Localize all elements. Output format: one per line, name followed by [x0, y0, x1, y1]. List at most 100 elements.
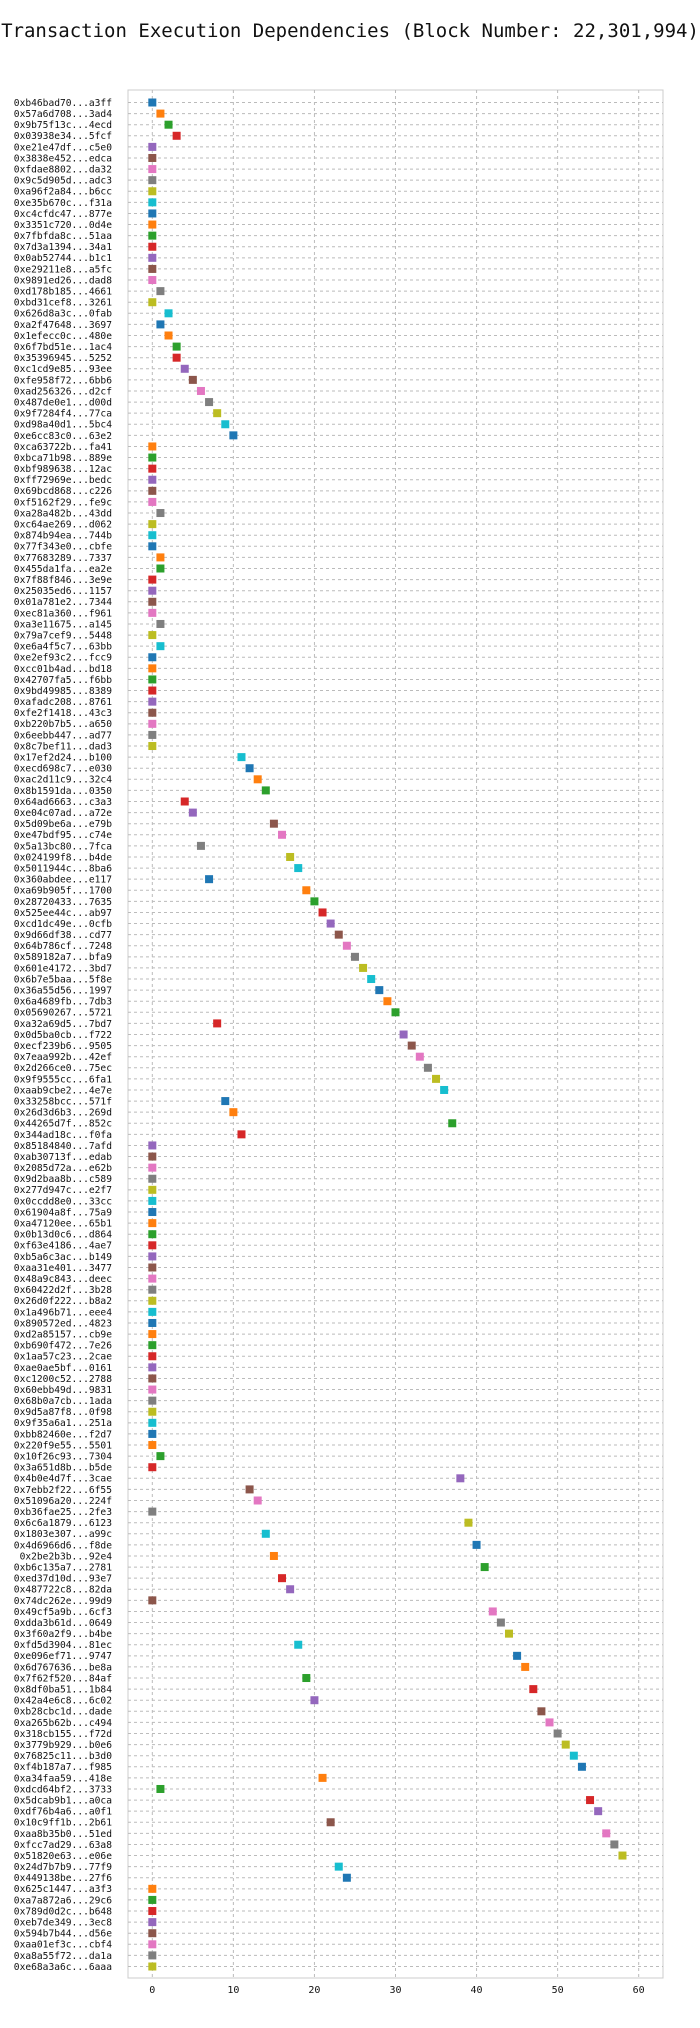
y-tick-label: 0xdda3b61d...0649: [14, 1618, 112, 1629]
y-tick-label: 0xe35b670c...f31a: [14, 198, 112, 209]
tx-marker: [148, 1263, 157, 1272]
y-tick-label: 0xfe2f1418...43c3: [14, 708, 112, 719]
y-tick-label: 0xae0ae5bf...0161: [14, 1363, 112, 1374]
tx-marker: [164, 309, 173, 318]
tx-marker: [148, 1296, 157, 1305]
tx-marker: [205, 398, 214, 407]
tx-marker: [148, 1884, 157, 1893]
y-tick-label: 0xa28a482b...43dd: [14, 508, 112, 519]
y-tick-label: 0xd2a85157...cb9e: [14, 1329, 112, 1340]
tx-marker: [261, 786, 270, 795]
y-tick-label: 0x57a6d708...3ad4: [14, 109, 112, 120]
y-tick-label: 0x7fbfda8c...51aa: [14, 231, 112, 242]
tx-marker: [488, 1607, 497, 1616]
tx-marker: [172, 342, 181, 351]
y-tick-label: 0xb690f472...7e26: [14, 1341, 112, 1352]
y-tick-label: 0x3779b929...b0e6: [14, 1740, 112, 1751]
y-tick-label: 0x25035ed6...1157: [14, 586, 112, 597]
tx-marker: [148, 1429, 157, 1438]
x-tick-label: 30: [389, 1985, 401, 1996]
tx-marker: [407, 1041, 416, 1050]
tx-marker: [148, 719, 157, 728]
tx-marker: [148, 1596, 157, 1605]
tx-marker: [156, 619, 165, 628]
y-tick-label: 0x5d09be6a...e79b: [14, 819, 112, 830]
y-tick-label: 0x9d5a87f8...0f98: [14, 1407, 112, 1418]
y-tick-label: 0x2be2b3b...92e4: [20, 1551, 113, 1562]
y-tick-label: 0xbca71b98...889e: [14, 453, 112, 464]
y-tick-label: 0xa47120ee...65b1: [14, 1219, 112, 1230]
y-tick-label: 0x594b7b44...d56e: [14, 1929, 112, 1940]
tx-marker: [423, 1063, 432, 1072]
y-tick-label: 0x26d3d6b3...269d: [14, 1108, 112, 1119]
tx-marker: [148, 1141, 157, 1150]
y-tick-label: 0x3a651d8b...b5de: [14, 1463, 112, 1474]
y-tick-label: 0x8c7bef11...dad3: [14, 741, 112, 752]
tx-marker: [156, 642, 165, 651]
tx-marker: [148, 153, 157, 162]
tx-marker: [148, 497, 157, 506]
y-tick-label: 0x7f88f846...3e9e: [14, 575, 112, 586]
tx-marker: [367, 975, 376, 984]
tx-marker: [172, 353, 181, 362]
tx-marker: [148, 653, 157, 662]
y-tick-label: 0x42a4e6c8...6c02: [14, 1696, 112, 1707]
y-tick-label: 0xecf239b6...9505: [14, 1041, 112, 1052]
y-tick-label: 0x874b94ea...744b: [14, 531, 112, 542]
tx-marker: [148, 520, 157, 529]
tx-marker: [237, 753, 246, 762]
y-tick-label: 0x68b0a7cb...1ada: [14, 1396, 112, 1407]
y-tick-label: 0xd178b185...4661: [14, 287, 112, 298]
tx-marker: [172, 131, 181, 140]
x-tick-label: 0: [149, 1985, 155, 1996]
y-tick-label: 0x9b75f13c...4ecd: [14, 120, 112, 131]
y-tick-label: 0x2d266ce0...75ec: [14, 1063, 112, 1074]
y-tick-label: 0xaa8b35b0...51ed: [14, 1829, 112, 1840]
tx-marker: [148, 1241, 157, 1250]
y-tick-label: 0xac2d11c9...32c4: [14, 775, 112, 786]
y-tick-label: 0x36a55d56...1997: [14, 986, 112, 997]
x-tick-label: 50: [552, 1985, 564, 1996]
y-tick-label: 0xaa01ef3c...cbf4: [14, 1940, 112, 1951]
tx-marker: [440, 1085, 449, 1094]
y-tick-label: 0x61904a8f...75a9: [14, 1207, 112, 1218]
y-tick-label: 0x49cf5a9b...6cf3: [14, 1607, 112, 1618]
tx-marker: [148, 531, 157, 540]
y-tick-label: 0x7f62f520...84af: [14, 1673, 112, 1684]
tx-marker: [464, 1518, 473, 1527]
tx-marker: [350, 952, 359, 961]
y-tick-label: 0x48a9c843...deec: [14, 1274, 112, 1285]
y-tick-label: 0x3f60a2f9...b4be: [14, 1629, 112, 1640]
y-tick-label: 0x60ebb49d...9831: [14, 1385, 112, 1396]
y-tick-label: 0x28720433...7635: [14, 897, 112, 908]
y-tick-label: 0x277d947c...e2f7: [14, 1185, 112, 1196]
y-tick-label: 0x344ad18c...f0fa: [14, 1130, 112, 1141]
y-tick-label: 0xcd1dc49e...0cfb: [14, 919, 112, 930]
tx-marker: [553, 1729, 562, 1738]
tx-marker: [318, 908, 327, 917]
y-tick-label: 0xec81a360...f961: [14, 608, 112, 619]
tx-marker: [148, 1208, 157, 1217]
y-tick-label: 0xe04c07ad...a72e: [14, 808, 112, 819]
y-tick-label: 0x3838e452...edca: [14, 153, 112, 164]
tx-marker: [148, 1385, 157, 1394]
tx-marker: [196, 386, 205, 395]
y-tick-label: 0x6a4689fb...7db3: [14, 997, 112, 1008]
y-tick-label: 0x9d66df38...cd77: [14, 930, 112, 941]
tx-marker: [148, 486, 157, 495]
tx-marker: [221, 1097, 230, 1106]
tx-marker: [318, 1773, 327, 1782]
y-tick-label: 0xf5162f29...fe9c: [14, 497, 112, 508]
y-tick-label: 0x525ee44c...ab97: [14, 908, 112, 919]
y-tick-label: 0x1803e307...a99c: [14, 1529, 112, 1540]
x-tick-label: 20: [308, 1985, 320, 1996]
tx-marker: [156, 564, 165, 573]
y-tick-label: 0x487de0e1...d00d: [14, 397, 112, 408]
tx-marker: [148, 176, 157, 185]
y-tick-label: 0x77683289...7337: [14, 553, 112, 564]
y-tick-label: 0xbf989638...12ac: [14, 464, 112, 475]
tx-marker: [359, 963, 368, 972]
tx-marker: [391, 1008, 400, 1017]
y-tick-label: 0xfdae8802...da32: [14, 164, 112, 175]
tx-marker: [156, 320, 165, 329]
